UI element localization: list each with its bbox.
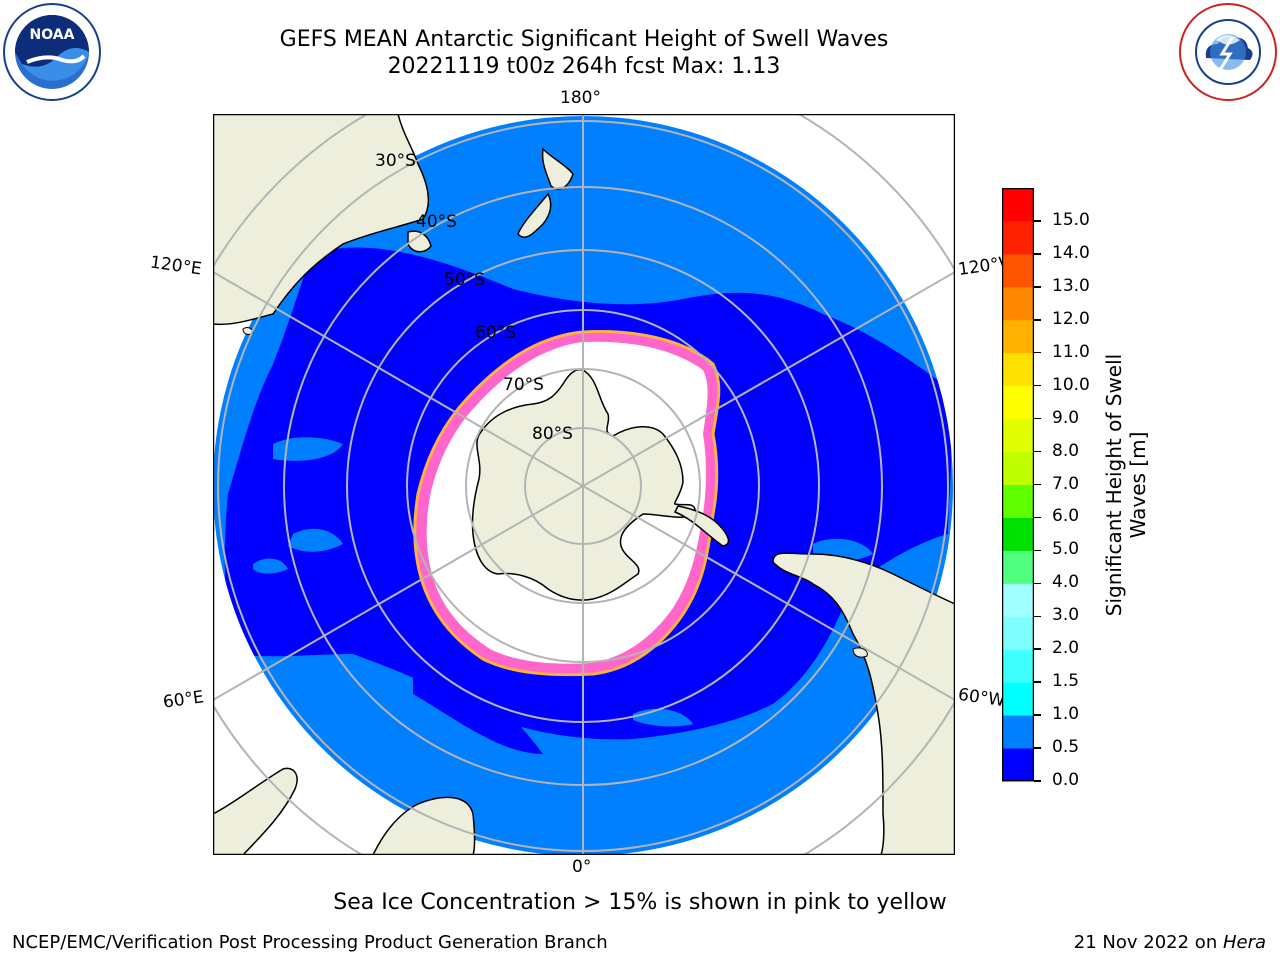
colorbar-segment: [1002, 451, 1034, 485]
colorbar-tick-label: 5.0: [1052, 539, 1080, 560]
chart-title: GEFS MEAN Antarctic Significant Height o…: [279, 27, 889, 52]
colorbar-tick-label: 9.0: [1052, 407, 1080, 428]
colorbar-tick-label: 11.0: [1052, 341, 1090, 362]
colorbar-segment: [1002, 748, 1034, 782]
colorbar-tick-label: 12.0: [1052, 308, 1090, 329]
map-frame: [213, 114, 955, 855]
lon-label-120e: 120°E: [148, 252, 203, 280]
colorbar-tick-label: 8.0: [1052, 440, 1080, 461]
colorbar-segment: [1002, 616, 1034, 650]
colorbar-segment: [1002, 418, 1034, 453]
lon-label-60e: 60°E: [161, 687, 206, 713]
colorbar-tick-label: 14.0: [1052, 242, 1090, 263]
footer-date-text: 21 Nov 2022 on: [1073, 932, 1223, 953]
colorbar-title: Significant Height of Swell Waves [m]: [1102, 353, 1150, 617]
colorbar-tick-label: 13.0: [1052, 275, 1090, 296]
colorbar-segment: [1002, 583, 1034, 617]
colorbar-tick-mark: [1034, 253, 1041, 255]
colorbar-segment: [1002, 649, 1034, 683]
sea-ice-note: Sea Ice Concentration > 15% is shown in …: [333, 890, 947, 915]
lat-label-60s: 60°S: [475, 323, 516, 343]
colorbar-tick-mark: [1034, 714, 1041, 716]
colorbar-segment: [1002, 385, 1034, 420]
noaa-logo: NOAA: [2, 2, 102, 102]
colorbar-segment: [1002, 715, 1034, 749]
colorbar-segment: [1002, 682, 1034, 716]
colorbar-tick-mark: [1034, 681, 1041, 683]
lat-label-40s: 40°S: [416, 212, 457, 232]
footer-org: NCEP/EMC/Verification Post Processing Pr…: [12, 932, 608, 953]
lon-label-0: 0°: [572, 857, 592, 877]
chart-subtitle-run: 20221119 t00z 264h fcst Max: 1.13: [387, 54, 781, 79]
colorbar-segment: [1002, 550, 1034, 584]
lat-label-80s: 80°S: [532, 424, 573, 444]
colorbar-segment: [1002, 484, 1034, 518]
lat-label-70s: 70°S: [503, 375, 544, 395]
colorbar-tick-mark: [1034, 319, 1041, 321]
colorbar-tick-mark: [1034, 549, 1041, 552]
longitude-gridlines: [213, 114, 955, 855]
colorbar-tick-mark: [1034, 747, 1041, 749]
colorbar-segment: [1002, 253, 1034, 288]
lat-label-50s: 50°S: [444, 270, 485, 290]
colorbar-tick-mark: [1034, 780, 1041, 782]
colorbar-tick-label: 10.0: [1052, 374, 1090, 395]
lat-label-30s: 30°S: [375, 151, 416, 171]
polar-map: [213, 114, 955, 855]
south-america: [772, 552, 955, 855]
colorbar-tick-mark: [1034, 615, 1041, 618]
colorbar-tick-mark: [1034, 516, 1041, 519]
colorbar-tick-label: 6.0: [1052, 506, 1080, 527]
colorbar-tick-mark: [1034, 384, 1041, 387]
lon-label-60w: 60°W: [956, 684, 1007, 712]
colorbar-tick-label: 3.0: [1052, 605, 1080, 626]
colorbar-tick-label: 1.5: [1052, 671, 1080, 692]
colorbar-tick-label: 15.0: [1052, 209, 1090, 230]
madagascar: [213, 767, 298, 855]
colorbar-tick-label: 0.5: [1052, 737, 1080, 758]
footer-date: 21 Nov 2022 on Hera: [1074, 932, 1266, 953]
colorbar-tick-label: 2.0: [1052, 638, 1080, 659]
colorbar-segment: [1002, 188, 1034, 222]
colorbar-tick-label: 7.0: [1052, 473, 1080, 494]
colorbar-tick-mark: [1034, 582, 1041, 585]
colorbar-tick-mark: [1034, 648, 1041, 650]
colorbar-segment: [1002, 517, 1034, 551]
colorbar-tick-mark: [1034, 351, 1041, 354]
colorbar-segment: [1002, 220, 1034, 255]
lon-label-180: 180°: [560, 88, 601, 108]
colorbar-tick-mark: [1034, 417, 1041, 420]
colorbar-tick-mark: [1034, 483, 1041, 486]
colorbar-segment: [1002, 286, 1034, 321]
nws-logo: [1176, 0, 1280, 104]
noaa-logo-text: NOAA: [30, 27, 75, 43]
footer-host: Hera: [1222, 932, 1266, 953]
colorbar-tick-label: 1.0: [1052, 704, 1080, 725]
colorbar: [1002, 188, 1034, 782]
colorbar-segment: [1002, 319, 1034, 354]
colorbar-tick-label: 0.0: [1052, 770, 1080, 790]
colorbar-tick-mark: [1034, 450, 1041, 453]
africa: [372, 796, 476, 855]
colorbar-tick-mark: [1034, 220, 1041, 222]
colorbar-tick-label: 4.0: [1052, 572, 1080, 593]
colorbar-tick-mark: [1034, 286, 1041, 288]
colorbar-segment: [1002, 352, 1034, 387]
